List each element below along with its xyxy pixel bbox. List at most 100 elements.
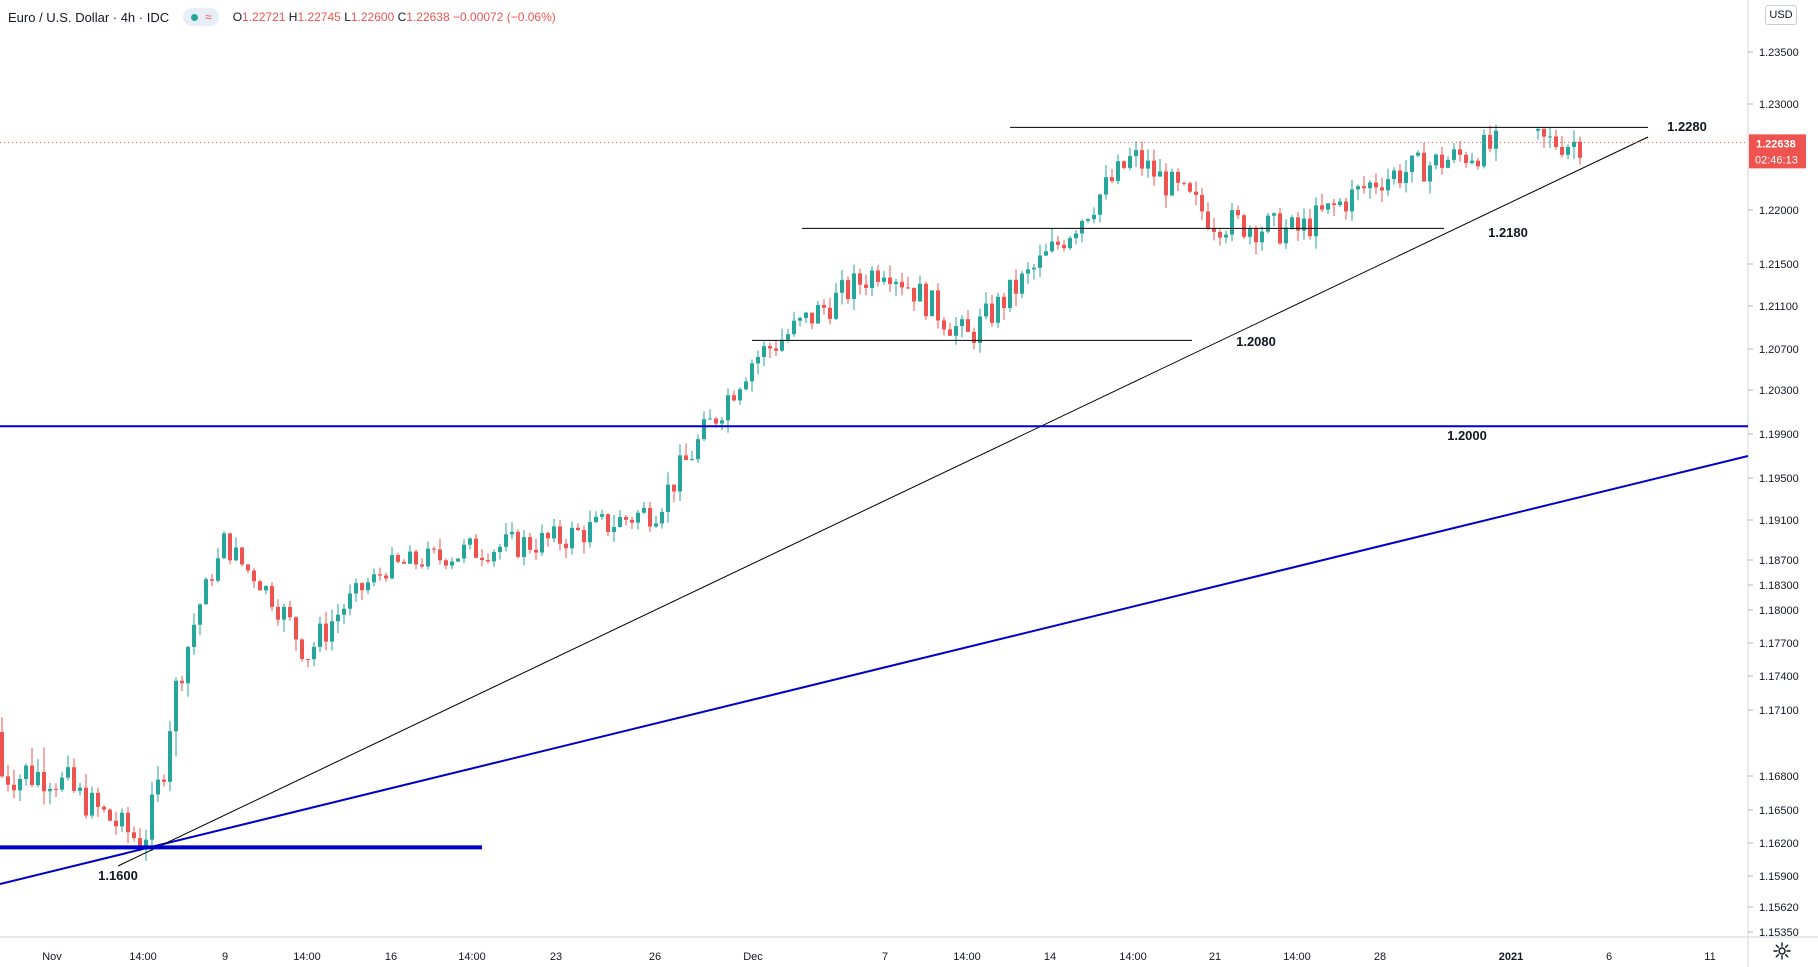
candle-body: [390, 555, 394, 579]
candle-body: [1290, 217, 1294, 228]
y-tick-label: 1.15900: [1759, 871, 1799, 883]
candle-body: [930, 290, 934, 317]
candle-body: [684, 455, 688, 460]
y-tick-label: 1.16200: [1759, 838, 1799, 850]
candle-body: [60, 777, 64, 790]
candle-body: [1392, 170, 1396, 180]
rising-trendline: [117, 136, 1649, 867]
candle-body: [876, 270, 880, 282]
candle-body: [336, 614, 340, 622]
candle-body: [1236, 210, 1240, 216]
candle-body: [468, 538, 472, 545]
candles: [0, 124, 1582, 861]
x-tick-label: 23: [550, 951, 562, 963]
level-label-1.1600: 1.1600: [98, 868, 138, 883]
candle-body: [396, 555, 400, 562]
candle-body: [1068, 238, 1072, 249]
candle-body: [696, 439, 700, 460]
candle-body: [168, 731, 172, 782]
x-tick-label: 14:00: [129, 951, 157, 963]
candle-body: [1314, 205, 1318, 237]
candle-body: [768, 346, 772, 349]
change-value: −0.00072 (−0.06%): [453, 10, 556, 24]
candle-body: [162, 779, 166, 782]
candle-body: [804, 312, 808, 318]
price-badge-countdown: 02:46:13: [1755, 154, 1798, 166]
candle-body: [960, 319, 964, 327]
candle-body: [24, 765, 28, 780]
candle-body: [1278, 213, 1282, 244]
candle-body: [288, 606, 292, 618]
candle-body: [840, 280, 844, 293]
symbol-title[interactable]: Euro / U.S. Dollar · 4h · IDC: [8, 9, 170, 25]
candle-body: [1170, 171, 1174, 196]
status-indicator[interactable]: ≈: [183, 8, 219, 26]
low-value: 1.22600: [350, 10, 395, 24]
candle-body: [276, 606, 280, 620]
candle-body: [1470, 160, 1474, 163]
candle-body: [888, 277, 892, 285]
candle-body: [1344, 201, 1348, 212]
candle-body: [1092, 214, 1096, 220]
candle-body: [192, 624, 196, 647]
price-badge: [1749, 134, 1806, 169]
candle-body: [456, 558, 460, 562]
price-badge-value: 1.22638: [1756, 138, 1796, 150]
candle-body: [1008, 279, 1012, 308]
market-open-dot-icon: [191, 13, 199, 21]
candle-body: [606, 514, 610, 532]
candle-body: [204, 579, 208, 605]
candle-body: [966, 319, 970, 332]
candle-body: [474, 538, 478, 558]
candle-body: [42, 772, 46, 792]
currency-button[interactable]: USD: [1765, 5, 1797, 25]
candle-body: [72, 767, 76, 791]
candle-body: [486, 559, 490, 562]
settings-gear-icon[interactable]: [1772, 941, 1792, 961]
candle-body: [582, 530, 586, 543]
candle-body: [786, 334, 790, 340]
candle-body: [378, 574, 382, 576]
candle-body: [516, 531, 520, 557]
candle-body: [834, 292, 838, 319]
y-tick-label: 1.23000: [1759, 99, 1799, 111]
candle-body: [1272, 213, 1276, 216]
candle-body: [1440, 154, 1444, 168]
candle-body: [1416, 152, 1420, 156]
x-tick-label: 14:00: [293, 951, 321, 963]
candle-body: [1302, 218, 1306, 231]
candle-body: [744, 381, 748, 390]
candle-body: [774, 348, 778, 351]
candle-body: [264, 586, 268, 591]
ohlc-values: O1.22721 H1.22745 L1.22600 C1.22638 −0.0…: [232, 10, 556, 24]
candle-body: [1062, 244, 1066, 249]
candle-body: [858, 273, 862, 285]
candle-body: [108, 809, 112, 821]
candle-body: [936, 290, 940, 321]
candle-body: [624, 517, 628, 520]
x-tick-label: 11: [1704, 951, 1715, 963]
candle-body: [612, 527, 616, 532]
candle-body: [66, 767, 70, 778]
high-value: 1.22745: [297, 10, 341, 24]
y-tick-label: 1.18700: [1759, 555, 1799, 567]
candle-body: [900, 281, 904, 288]
candle-body: [6, 776, 10, 785]
candle-body: [324, 623, 328, 642]
candle-body: [138, 838, 142, 850]
candle-body: [414, 551, 418, 565]
y-tick-label: 1.19100: [1759, 515, 1799, 527]
candle-body: [1032, 267, 1036, 270]
candle-body: [1086, 219, 1090, 221]
candle-body: [54, 788, 58, 790]
y-tick-label: 1.19500: [1759, 473, 1799, 485]
candle-body: [384, 575, 388, 579]
candle-body: [1164, 171, 1168, 196]
y-tick-label: 1.16500: [1759, 805, 1799, 817]
candle-body: [1482, 134, 1486, 167]
candle-body: [1182, 182, 1186, 184]
y-tick-label: 1.23500: [1759, 47, 1799, 59]
candle-body: [1014, 279, 1018, 294]
x-tick-label: 9: [222, 951, 228, 963]
